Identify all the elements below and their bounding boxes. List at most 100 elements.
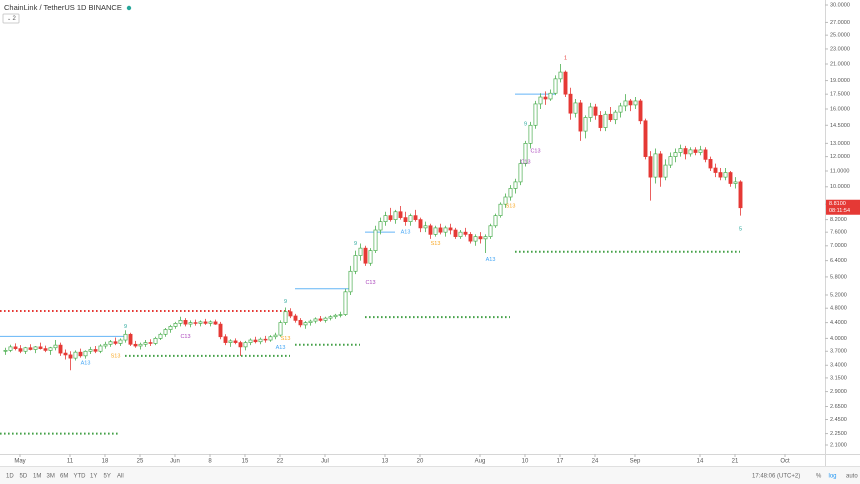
x-tick-label: 11 [67, 459, 74, 465]
candle-body [623, 100, 628, 107]
toolbar-option[interactable]: log [829, 474, 837, 480]
candle-body [258, 338, 263, 343]
candle-body [363, 247, 368, 264]
candle-body [293, 315, 298, 321]
candle-body [693, 149, 698, 153]
candle-body [718, 172, 723, 178]
y-tick-label: 7.6000 [830, 230, 847, 236]
annotation: S13 [281, 336, 291, 342]
annotation: A13 [486, 257, 496, 263]
candle-body [518, 163, 523, 183]
candle-body [28, 347, 33, 350]
candle-body [38, 346, 43, 349]
candle-body [68, 354, 73, 359]
candle-body [618, 105, 623, 113]
y-tick-label: 3.1500 [830, 375, 847, 381]
candle-body [233, 340, 238, 343]
candle-body [103, 343, 108, 347]
candle-body [263, 338, 268, 341]
candle-body [663, 164, 668, 178]
range-button[interactable]: 1M [33, 474, 41, 480]
last-price-tag [826, 199, 860, 215]
candle-body [118, 339, 123, 344]
candle-body [353, 255, 358, 272]
candle-body [613, 111, 618, 121]
annotation: 9 [124, 324, 127, 330]
x-tick-label: 15 [242, 459, 249, 465]
toolbar-option[interactable]: % [816, 474, 822, 480]
candle-body [673, 152, 678, 157]
candle-body [163, 329, 168, 335]
x-tick-label: 24 [592, 459, 599, 465]
candle-body [168, 326, 173, 330]
range-button[interactable]: 5Y [104, 474, 111, 480]
y-tick-label: 4.4000 [830, 320, 847, 326]
candle-body [178, 320, 183, 324]
indicator-badge: 2 [13, 16, 17, 22]
range-button[interactable]: 1D [6, 474, 14, 480]
candle-body [653, 153, 658, 178]
candle-body [358, 247, 363, 256]
annotation: S13 [111, 353, 121, 359]
y-tick-label: 5.2000 [830, 292, 847, 298]
candle-body [368, 250, 373, 264]
y-tick-label: 14.5000 [830, 123, 850, 129]
candle-body [108, 341, 113, 345]
candle-body [658, 153, 663, 178]
candle-body [123, 333, 128, 341]
candle-body [228, 340, 233, 343]
candle-body [78, 351, 83, 357]
y-tick-label: 23.0000 [830, 46, 850, 52]
range-button[interactable]: YTD [74, 474, 87, 480]
range-button[interactable]: 1Y [90, 474, 97, 480]
y-tick-label: 11.0000 [830, 168, 849, 174]
candle-body [268, 336, 273, 341]
candle-body [453, 229, 458, 237]
x-tick-label: 20 [417, 459, 424, 465]
candle-body [678, 148, 683, 153]
candle-body [173, 323, 178, 327]
range-button[interactable]: 3M [47, 474, 55, 480]
candle-body [328, 316, 333, 319]
candle-body [8, 346, 13, 351]
y-tick-label: 10.0000 [830, 184, 850, 190]
x-tick-label: 18 [102, 459, 109, 465]
candle-body [183, 320, 188, 325]
candle-body [733, 181, 738, 184]
candle-body [13, 346, 18, 349]
candle-body [478, 236, 483, 240]
x-tick-label: Aug [475, 459, 486, 465]
indicator-box[interactable] [2, 13, 20, 24]
range-button[interactable]: 6M [60, 474, 68, 480]
candle-body [648, 156, 653, 178]
candle-body [88, 349, 93, 352]
candle-body [223, 336, 228, 343]
candle-body [238, 342, 243, 348]
candle-body [488, 225, 493, 237]
candle-body [638, 100, 643, 122]
x-tick-label: Sep [630, 459, 641, 465]
candle-body [348, 270, 353, 293]
range-button[interactable]: 5D [20, 474, 28, 480]
annotation: 9 [284, 299, 287, 305]
y-tick-label: 2.2500 [830, 431, 847, 437]
candle-body [393, 211, 398, 220]
candle-body [83, 350, 88, 357]
candle-body [568, 93, 573, 114]
candle-body [558, 71, 563, 80]
candle-body [503, 196, 508, 205]
candle-body [528, 124, 533, 144]
candle-body [193, 322, 198, 324]
y-tick-label: 2.4500 [830, 417, 847, 423]
y-tick-label: 25.0000 [830, 33, 850, 39]
y-tick-label: 8.2000 [830, 217, 847, 223]
candle-body [23, 347, 28, 352]
toolbar-option[interactable]: auto [846, 474, 858, 480]
y-tick-label: 5.8000 [830, 274, 847, 280]
candle-body [148, 342, 153, 344]
range-button[interactable]: All [117, 474, 124, 480]
annotation: 9 [354, 241, 357, 247]
candle-body [738, 181, 743, 209]
candle-body [48, 347, 53, 351]
candle-body [138, 343, 143, 347]
